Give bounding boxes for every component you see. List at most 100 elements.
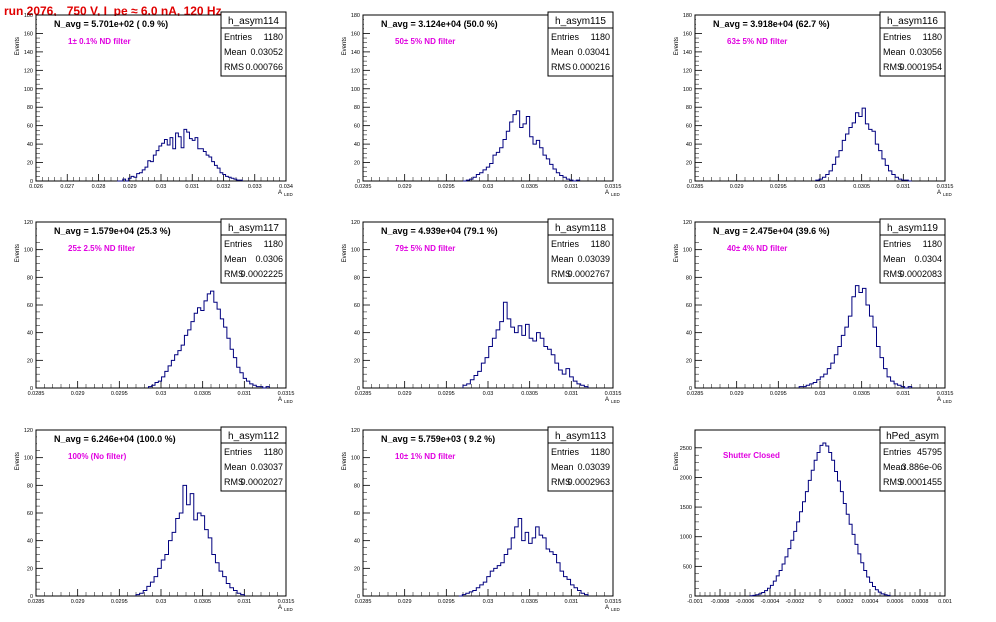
filter-annotation: 100% (No filter) xyxy=(68,452,127,461)
stats-label: RMS xyxy=(551,62,571,72)
x-tick-label: 0.034 xyxy=(279,184,293,190)
x-tick-label: -0.0006 xyxy=(736,599,755,605)
stats-value: 0.0002225 xyxy=(240,269,283,279)
x-axis-label: A LED xyxy=(605,397,621,404)
histogram-panel: Events 0 20 40 60 80 100 120 0.0285 0.029 0.0295 0.… xyxy=(15,218,294,404)
y-tick-label: 100 xyxy=(683,248,692,254)
stats-label: RMS xyxy=(224,477,244,487)
x-tick-label: 0.0002 xyxy=(837,599,854,605)
x-tick-label: 0.031 xyxy=(564,391,578,397)
y-tick-label: 0 xyxy=(30,594,33,600)
stats-value: 1180 xyxy=(923,239,942,249)
x-tick-label: 0.032 xyxy=(217,184,231,190)
stats-label: RMS xyxy=(224,269,244,279)
x-tick-label: 0.03 xyxy=(815,391,826,397)
stats-histogram-name: h_asym116 xyxy=(887,16,938,27)
x-tick-label: 0.029 xyxy=(730,184,744,190)
x-tick-label: 0.0305 xyxy=(521,599,538,605)
y-tick-label: 40 xyxy=(686,142,692,148)
histogram-title: N_avg = 3.918e+04 (62.7 %) xyxy=(713,19,830,29)
y-tick-label: 0 xyxy=(357,386,360,392)
x-tick-label: 0.033 xyxy=(248,184,262,190)
x-tick-label: 0.0285 xyxy=(355,391,372,397)
x-tick-label: 0.0295 xyxy=(111,391,128,397)
stats-label: Mean xyxy=(224,462,247,472)
stats-histogram-name: h_asym119 xyxy=(887,223,938,234)
x-tick-label: 0.0295 xyxy=(438,599,455,605)
x-tick-label: 0.0295 xyxy=(438,391,455,397)
y-tick-label: 100 xyxy=(24,456,33,462)
y-tick-label: 1500 xyxy=(680,505,692,511)
y-tick-label: 140 xyxy=(351,50,360,56)
x-tick-label: -0.0002 xyxy=(786,599,805,605)
stats-box xyxy=(879,218,946,284)
y-tick-label: 120 xyxy=(683,220,692,226)
y-tick-label: 160 xyxy=(351,31,360,37)
x-tick-label: 0.0305 xyxy=(853,184,870,190)
stats-box xyxy=(547,218,614,284)
y-tick-label: 60 xyxy=(686,303,692,309)
title-box xyxy=(37,16,187,31)
y-tick-label: 140 xyxy=(24,50,33,56)
title-box xyxy=(37,431,187,446)
y-tick-label: 40 xyxy=(27,331,33,337)
stats-box xyxy=(547,11,614,77)
stats-label: Entries xyxy=(224,239,253,249)
x-axis-label: A LED xyxy=(937,190,953,197)
stats-label: Entries xyxy=(224,32,253,42)
x-tick-label: 0.029 xyxy=(730,391,744,397)
x-tick-label: 0.031 xyxy=(564,184,578,190)
stats-label: Mean xyxy=(224,254,247,264)
x-tick-label: 0.0295 xyxy=(111,599,128,605)
histogram-title: N_avg = 4.939e+04 (79.1 %) xyxy=(381,226,498,236)
y-tick-label: 100 xyxy=(351,87,360,93)
stats-label: Mean xyxy=(551,47,574,57)
x-tick-label: 0.028 xyxy=(92,184,106,190)
y-tick-label: 60 xyxy=(686,124,692,130)
y-tick-label: 120 xyxy=(351,68,360,74)
y-tick-label: 120 xyxy=(351,220,360,226)
y-axis-label: Events xyxy=(674,452,680,470)
histogram-series xyxy=(462,301,589,388)
x-tick-label: 0.0315 xyxy=(605,599,622,605)
stats-box xyxy=(220,11,287,77)
histogram-series xyxy=(749,442,891,597)
stats-histogram-name: h_asym112 xyxy=(228,431,279,442)
stats-value: 1180 xyxy=(264,32,283,42)
x-tick-label: 0.0004 xyxy=(862,599,879,605)
y-tick-label: 80 xyxy=(27,105,33,111)
x-tick-label: 0.0315 xyxy=(278,599,295,605)
stats-value: 0.000216 xyxy=(572,62,610,72)
filter-annotation: Shutter Closed xyxy=(723,451,780,460)
x-axis-label: A LED xyxy=(278,605,294,612)
y-tick-label: 80 xyxy=(27,483,33,489)
histogram-panel: Events 0 20 40 60 80 100 120 0.0285 0.029 0.0295 0.… xyxy=(342,218,621,404)
y-tick-label: 40 xyxy=(354,142,360,148)
y-tick-label: 80 xyxy=(354,105,360,111)
histogram-title: N_avg = 5.701e+02 ( 0.9 %) xyxy=(54,19,168,29)
x-tick-label: 0.031 xyxy=(237,599,251,605)
x-tick-label: 0.0285 xyxy=(687,391,704,397)
x-tick-label: 0.0285 xyxy=(28,599,45,605)
histogram-series xyxy=(815,107,912,182)
stats-value: 3.886e-06 xyxy=(901,462,942,472)
x-tick-label: 0.03 xyxy=(156,391,167,397)
histogram-title: N_avg = 5.759e+03 ( 9.2 %) xyxy=(381,434,495,444)
y-axis-label: Events xyxy=(342,37,348,55)
y-tick-label: 0 xyxy=(30,386,33,392)
stats-label: Entries xyxy=(883,239,912,249)
filter-annotation: 50± 5% ND filter xyxy=(395,37,455,46)
x-tick-label: 0 xyxy=(818,599,821,605)
y-tick-label: 0 xyxy=(357,179,360,185)
filter-annotation: 1± 0.1% ND filter xyxy=(68,37,131,46)
x-tick-label: 0.0315 xyxy=(605,184,622,190)
y-tick-label: 80 xyxy=(686,275,692,281)
histogram-title: N_avg = 3.124e+04 (50.0 %) xyxy=(381,19,498,29)
stats-histogram-name: h_asym114 xyxy=(228,16,279,27)
y-tick-label: 0 xyxy=(30,179,33,185)
y-tick-label: 40 xyxy=(686,331,692,337)
stats-value: 1180 xyxy=(264,447,283,457)
stats-box xyxy=(879,11,946,77)
y-tick-label: 120 xyxy=(24,428,33,434)
y-tick-label: 40 xyxy=(27,142,33,148)
